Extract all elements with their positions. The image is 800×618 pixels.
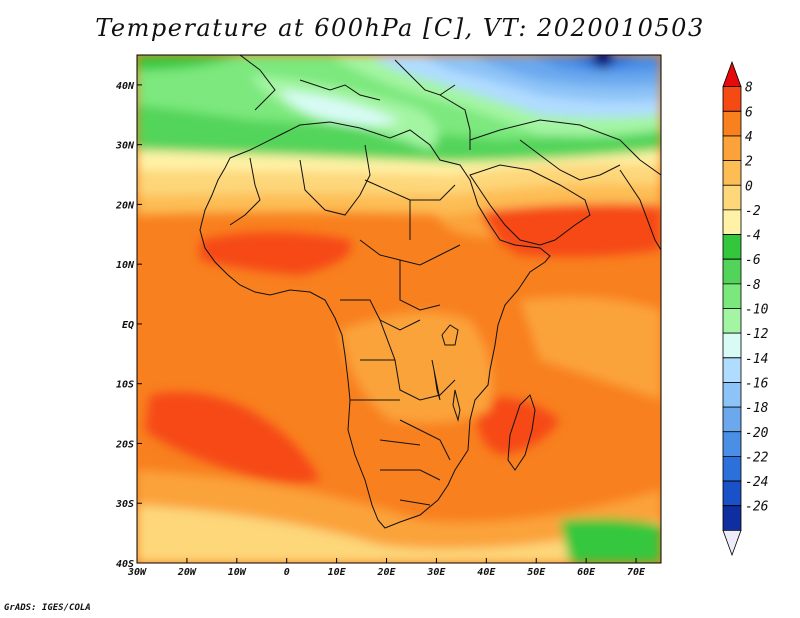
colorbar-swatch	[722, 406, 742, 433]
colorbar-label: -22	[745, 450, 769, 465]
colorbar-label: -24	[745, 475, 768, 490]
colorbar-swatch	[722, 308, 742, 334]
lon-tick-label: 20W	[177, 567, 197, 578]
lat-tick-label: 10S	[116, 380, 134, 391]
lon-tick-label: 10W	[228, 567, 247, 578]
colorbar-swatch	[722, 258, 742, 285]
colorbar-swatch	[722, 357, 742, 383]
colorbar-label: -26	[745, 500, 769, 515]
colorbar-swatch	[722, 86, 742, 112]
colorbar-swatch	[722, 431, 742, 457]
colorbar-swatch	[722, 283, 742, 309]
colorbar-swatch	[722, 110, 742, 137]
colorbar-label: -6	[745, 253, 761, 268]
lat-tick-label: 30N	[115, 141, 135, 152]
lon-tick-label: 0	[284, 567, 290, 578]
colorbar-label: -18	[745, 401, 769, 416]
colorbar-swatch	[722, 529, 742, 557]
footer-credit: GrADS: IGES/COLA	[4, 603, 91, 613]
colorbar-label: -2	[745, 204, 761, 219]
colorbar-label: 6	[745, 105, 753, 120]
colorbar-swatch	[722, 505, 742, 531]
colorbar-swatch	[722, 480, 742, 507]
colorbar-label: 2	[745, 155, 753, 170]
temperature-field	[137, 55, 661, 563]
colorbar-swatch	[722, 184, 742, 211]
colorbar-swatch	[722, 382, 742, 408]
lon-tick-label: 40E	[477, 567, 496, 578]
colorbar-swatch	[722, 234, 742, 260]
lat-tick-label: 20S	[115, 439, 134, 450]
lon-tick-label: 70E	[627, 567, 646, 578]
lon-tick-label: 60E	[577, 567, 596, 578]
lat-tick-label: 10N	[116, 260, 135, 271]
colorbar: 8 6 4 2 0 -2 -4 -6 -8 -10 -12 -14 -16 -18 -20 -22 -24 -26	[722, 60, 769, 557]
colorbar-label: -20	[745, 426, 769, 441]
coastlines	[199, 55, 661, 529]
lat-tick-label: 30S	[115, 499, 134, 510]
colorbar-label: -8	[745, 278, 761, 293]
colorbar-label: -4	[745, 229, 761, 244]
colorbar-label: -16	[745, 376, 769, 391]
lon-tick-label: 20E	[376, 567, 396, 578]
colorbar-label: 0	[745, 179, 753, 194]
lon-tick-label: 30E	[426, 567, 446, 578]
colorbar-label: 4	[745, 130, 753, 145]
colorbar-swatch	[722, 60, 742, 88]
lat-tick-label: 20N	[115, 200, 135, 211]
colorbar-label: -10	[745, 303, 769, 318]
colorbar-label: -12	[745, 327, 769, 342]
colorbar-label: -14	[745, 352, 768, 367]
lon-tick-label: 50E	[527, 567, 546, 578]
colorbar-swatch	[722, 456, 742, 482]
colorbar-label: 8	[745, 81, 753, 96]
lon-tick-label: 30W	[127, 567, 147, 578]
lat-tick-label: 40S	[116, 559, 134, 570]
lon-tick-label: 10E	[328, 567, 347, 578]
axis-ticks: 30W 20W 10W 0 10E 20E 30E 40E 50E 60E 70E 40N 30N 20N…	[115, 81, 646, 578]
map-title: Temperature at 600hPa [C], VT: 202001050…	[95, 14, 705, 42]
colorbar-swatch	[722, 209, 742, 235]
plot-frame	[136, 54, 662, 564]
colorbar-swatch	[722, 332, 742, 359]
lat-tick-label: EQ	[122, 320, 134, 331]
colorbar-swatch	[722, 160, 742, 186]
lat-tick-label: 40N	[116, 81, 135, 92]
colorbar-swatch	[722, 135, 742, 161]
